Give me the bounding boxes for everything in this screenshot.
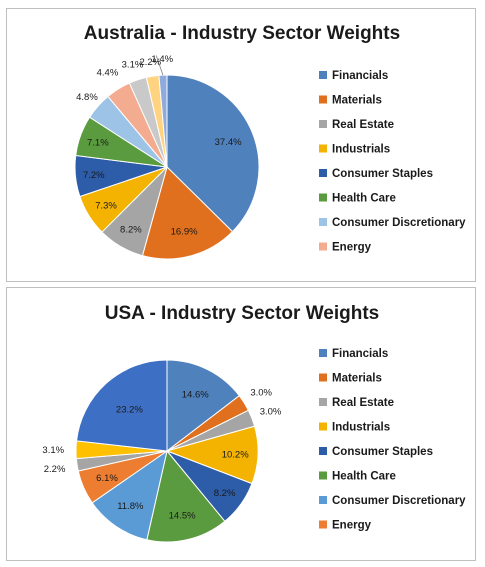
legend: Financials Materials Real Estate Industrial… [319,70,466,254]
legend-label: Energy [332,520,372,532]
chart-title: Australia - Industry Sector Weights [84,23,400,44]
legend-label: Consumer Staples [332,168,433,180]
data-label: 14.5% [169,510,196,521]
australia-pie-chart: Australia - Industry Sector Weights 37.4… [74,23,466,260]
data-labels: 14.6% 3.0% 3.0% 10.2% 8.2% 14.5% 11.8% 6.1% 2.2%… [42,388,281,522]
data-label: 7.1% [87,137,109,148]
data-labels: 37.4% 16.9% 8.2% 7.3% 7.2% 7.1% 4.8% 4.4%3.1%2.… [76,54,242,237]
data-label: 3.0% [260,406,282,417]
data-label: 4.4% [97,67,119,78]
data-label: 10.2% [222,450,249,461]
legend-label: Health Care [332,193,396,205]
legend-label: Materials [332,95,382,107]
legend-swatch [319,496,327,504]
legend-swatch [319,169,327,177]
data-label: 8.2% [214,488,236,499]
australia-chart-panel: Australia - Industry Sector Weights 37.4… [6,8,476,282]
legend-swatch [319,422,327,431]
legend-label: Real Estate [332,119,394,131]
legend: Financials Materials Real Estate Industrial… [319,348,466,532]
legend-label: Energy [332,242,372,254]
pie-slice [166,359,241,453]
pie-slice [76,359,168,452]
legend-label: Health Care [332,471,396,483]
legend-label: Industrials [332,144,390,156]
legend-swatch [319,71,327,79]
legend-label: Real Estate [332,397,394,409]
pie-slices [75,359,259,543]
legend-label: Financials [332,348,388,360]
leader-line [155,55,164,76]
legend-swatch [319,120,327,128]
legend-label: Materials [332,373,382,385]
legend-swatch [319,193,327,202]
legend-swatch [319,349,327,357]
usa-chart-panel: USA - Industry Sector Weights 14.6% 3.0% 3… [6,287,476,561]
data-label: 14.6% [182,389,209,400]
data-label: 8.2% [120,225,142,236]
usa-pie-chart: USA - Industry Sector Weights 14.6% 3.0% 3… [42,303,466,543]
pie-slice [166,74,260,233]
legend-label: Financials [332,70,388,82]
legend-swatch [319,218,327,226]
data-label: 37.4% [215,137,242,148]
legend-swatch [319,242,327,251]
data-label: 4.8% [76,92,98,103]
legend-swatch [319,398,327,406]
data-label: 3.1% [42,445,64,456]
legend-swatch [319,447,327,455]
data-label: 6.1% [96,473,118,484]
legend-swatch [319,95,327,104]
data-label: 7.3% [95,200,117,211]
pie-slice [91,449,168,541]
data-label: 2.2% [139,57,161,68]
legend-swatch [319,373,327,382]
data-label: 3.1% [122,60,144,71]
data-label: 11.8% [117,501,144,512]
pie-slice [158,74,168,168]
legend-label: Consumer Discretionary [332,495,466,507]
data-label: 1.4% [151,54,173,65]
data-label: 23.2% [116,404,143,415]
data-label: 3.0% [250,388,272,399]
legend-swatch [319,520,327,529]
pie-slice [146,449,226,543]
legend-label: Consumer Discretionary [332,217,466,229]
data-label: 2.2% [44,464,66,475]
legend-swatch [319,471,327,480]
data-label: 16.9% [171,227,198,238]
pie-slice [141,166,234,260]
legend-label: Industrials [332,422,390,434]
legend-label: Consumer Staples [332,446,433,458]
data-label: 7.2% [83,170,105,181]
pie-slices [74,74,260,260]
legend-swatch [319,144,327,153]
chart-title: USA - Industry Sector Weights [105,303,379,324]
